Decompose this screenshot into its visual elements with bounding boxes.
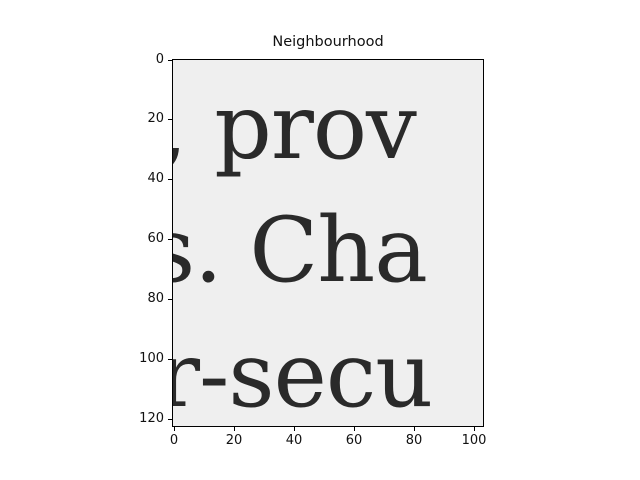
image-axes: , prov s. Cha r-secu [172, 59, 484, 427]
y-tick-label-0: 0 [155, 52, 164, 67]
x-tick-label-20: 20 [225, 433, 243, 448]
x-tick-20 [234, 427, 235, 431]
x-tick-label-40: 40 [285, 433, 303, 448]
y-tick-120 [168, 419, 172, 420]
y-tick-label-120: 120 [139, 411, 164, 426]
y-tick-label-100: 100 [139, 351, 164, 366]
x-tick-label-60: 60 [345, 433, 363, 448]
y-tick-40 [168, 179, 172, 180]
text-line-3: r-secu [172, 323, 433, 427]
y-tick-80 [168, 299, 172, 300]
x-tick-0 [174, 427, 175, 431]
y-tick-100 [168, 359, 172, 360]
x-tick-label-80: 80 [405, 433, 423, 448]
figure-title: Neighbourhood [272, 34, 384, 50]
text-line-1: , prov [172, 75, 417, 180]
y-tick-label-80: 80 [147, 291, 164, 306]
y-tick-0 [168, 60, 172, 61]
x-tick-100 [474, 427, 475, 431]
text-line-2: s. Cha [172, 198, 428, 303]
x-tick-80 [414, 427, 415, 431]
y-tick-20 [168, 119, 172, 120]
y-tick-label-20: 20 [147, 111, 164, 126]
y-tick-label-40: 40 [147, 171, 164, 186]
x-tick-40 [294, 427, 295, 431]
y-tick-label-60: 60 [147, 231, 164, 246]
y-tick-60 [168, 239, 172, 240]
x-tick-60 [354, 427, 355, 431]
x-tick-label-0: 0 [169, 433, 179, 448]
x-tick-label-100: 100 [461, 433, 487, 448]
